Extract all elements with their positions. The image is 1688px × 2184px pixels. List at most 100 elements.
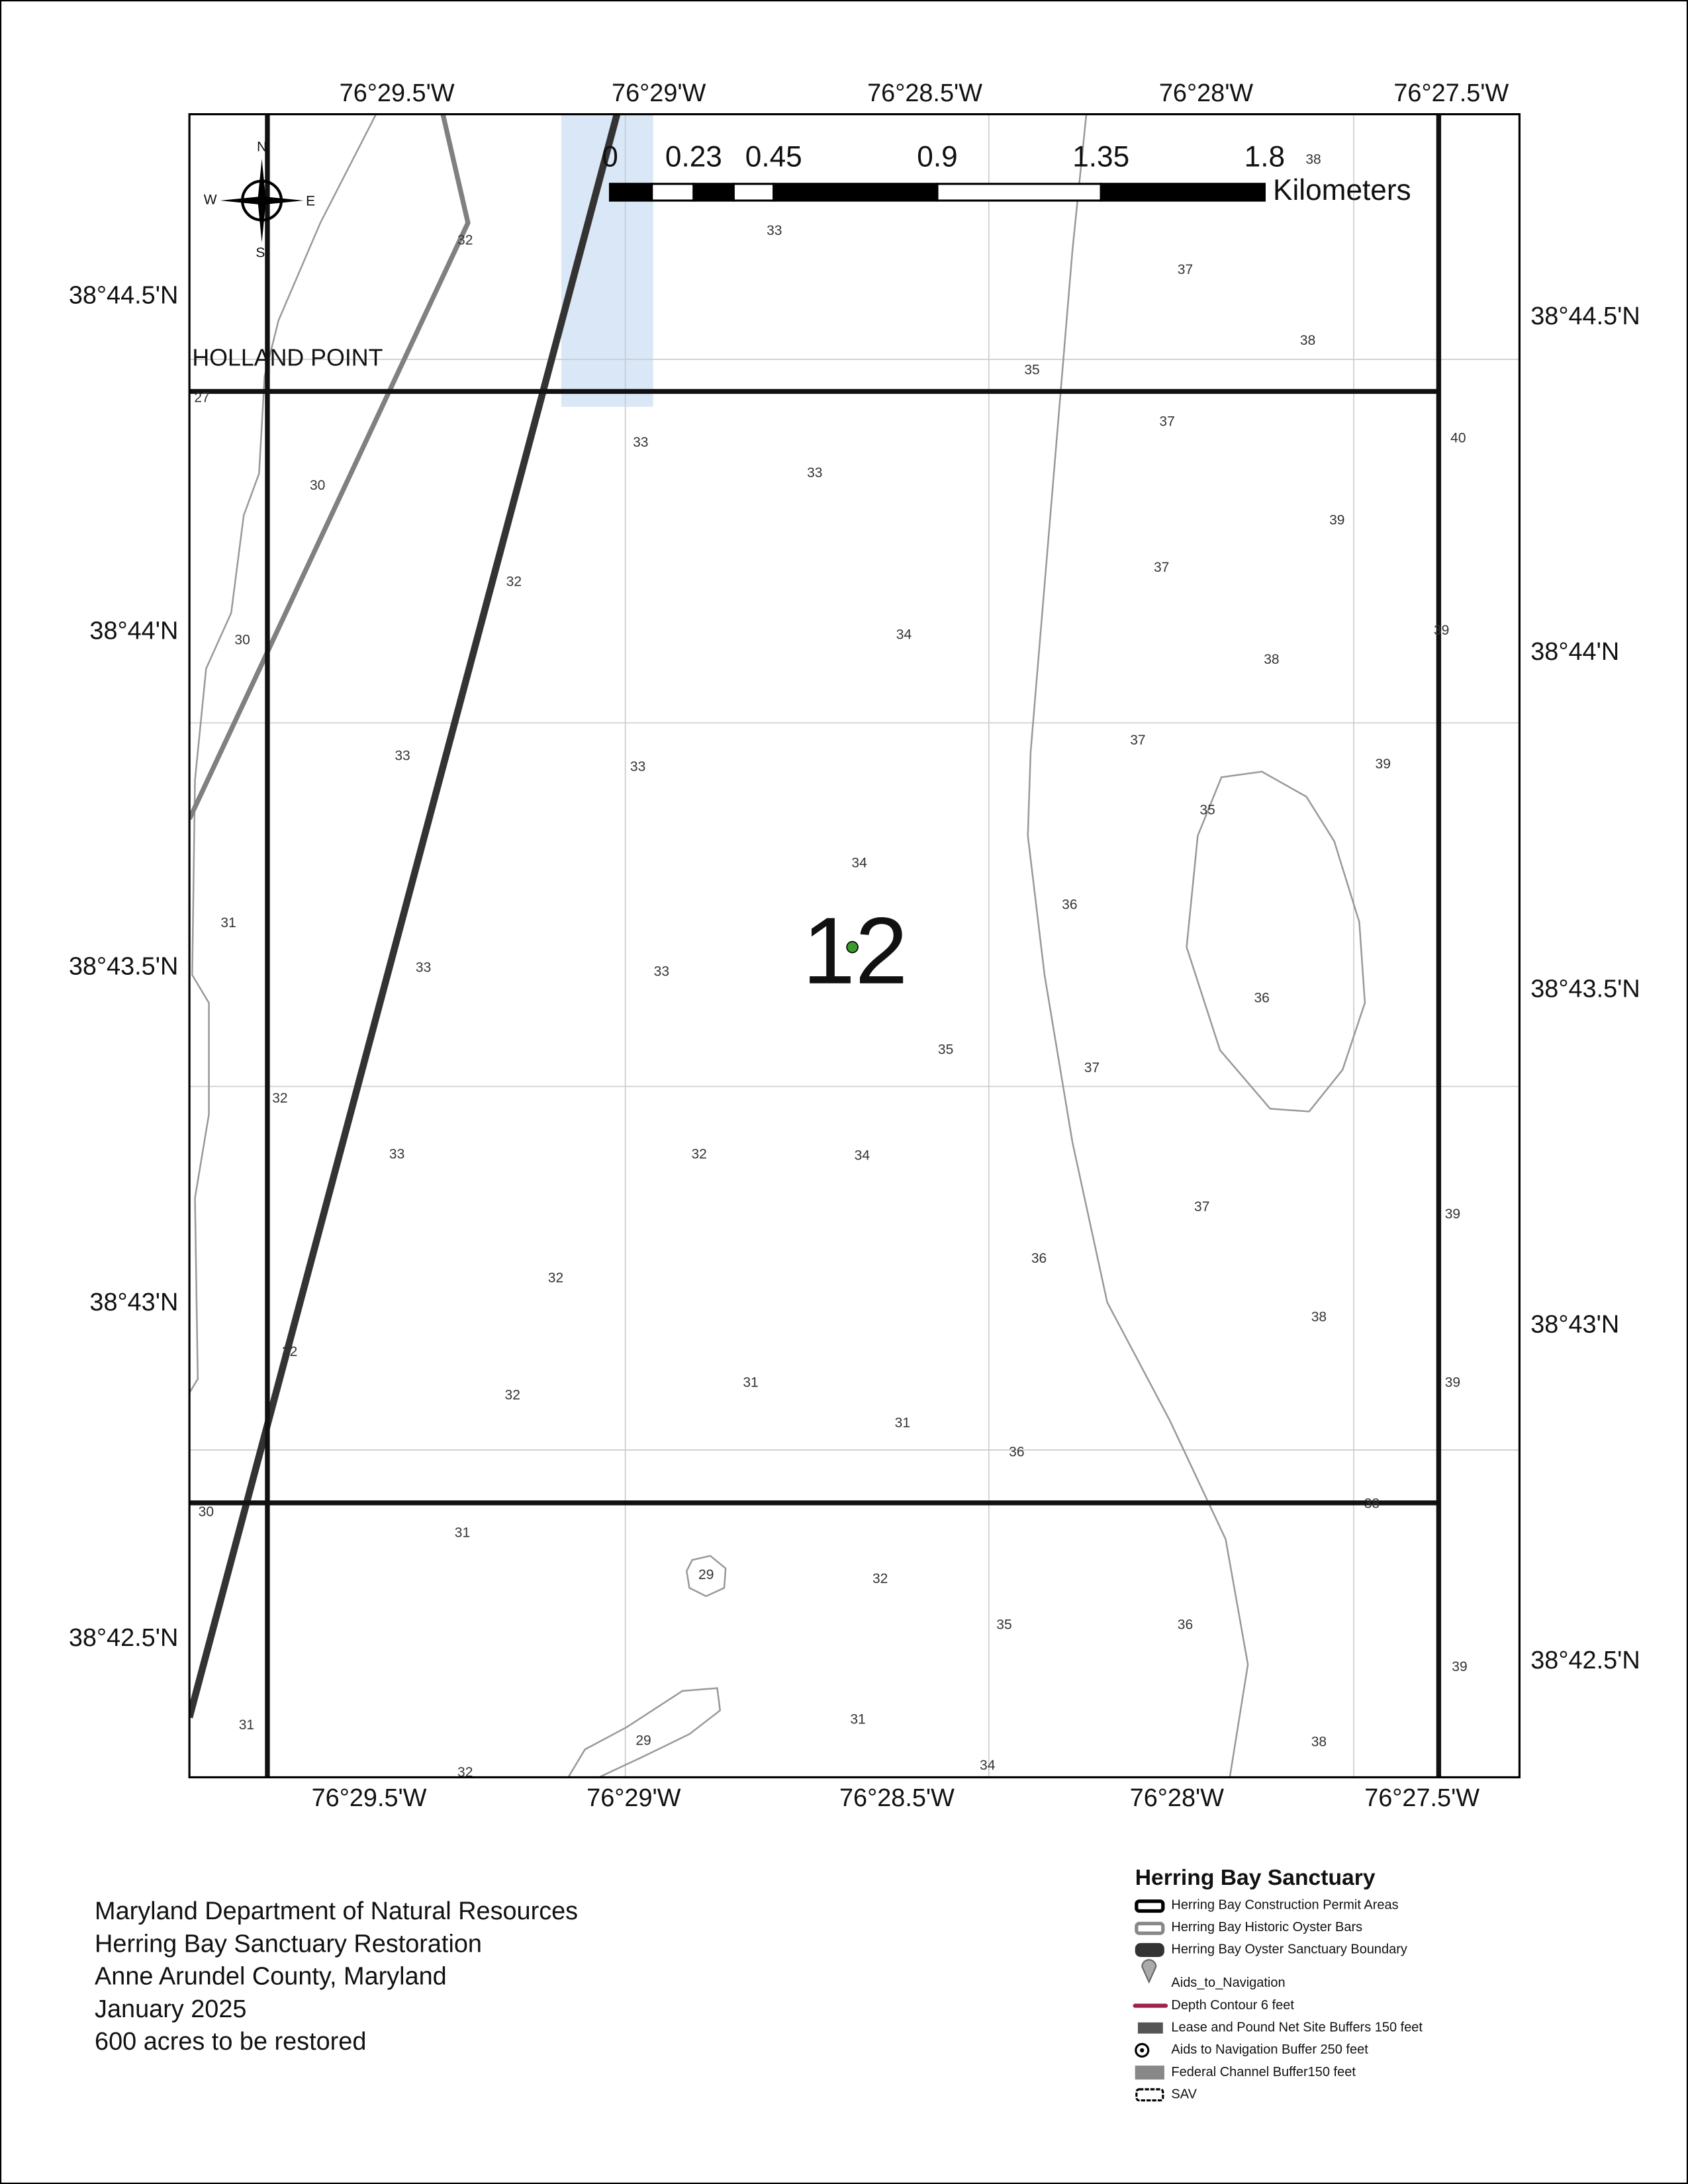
place-label: HOLLAND POINT (192, 344, 383, 371)
compass-letter: S (256, 246, 265, 261)
depth-sounding: 32 (282, 1344, 297, 1359)
legend-swatch (1135, 1921, 1165, 1935)
footer-line: Anne Arundel County, Maryland (95, 1963, 447, 1991)
depth-sounding: 30 (199, 1504, 214, 1520)
scale-label: 1.8 (1244, 141, 1285, 173)
depth-sounding: 33 (633, 435, 648, 450)
lon-label: 76°27.5'W (1364, 1784, 1479, 1812)
legend-swatch (1135, 1899, 1165, 1913)
depth-sounding: 29 (635, 1733, 651, 1748)
legend-label: Herring Bay Historic Oyster Bars (1171, 1920, 1362, 1934)
lon-label: 76°28.5'W (839, 1784, 955, 1812)
site-label: 12 (802, 898, 908, 1004)
depth-sounding: 31 (743, 1375, 758, 1390)
scale-segment (936, 183, 1102, 202)
depth-contours (189, 114, 1366, 1778)
depth-sounding: 29 (698, 1567, 714, 1582)
compass-letter: N (257, 140, 267, 155)
compass-letter: W (204, 193, 217, 208)
depth-sounding: 35 (938, 1042, 953, 1057)
depth-sounding: 32 (505, 1387, 520, 1402)
footer-line: 600 acres to be restored (95, 2028, 366, 2056)
depth-sounding: 27 (194, 390, 209, 405)
lat-label: 38°44'N (1530, 638, 1619, 666)
depth-sounding: 36 (1254, 991, 1269, 1006)
depth-sounding: 38 (1300, 333, 1315, 348)
depth-sounding: 36 (1009, 1445, 1024, 1460)
depth-sounding: 36 (1062, 897, 1077, 913)
lon-label: 76°28'W (1159, 79, 1254, 107)
lon-label: 76°28'W (1130, 1784, 1225, 1812)
scale-label: 1.35 (1072, 141, 1129, 173)
depth-sounding: 33 (654, 964, 669, 979)
depth-sounding: 34 (896, 627, 912, 642)
depth-sounding: 35 (1024, 362, 1039, 377)
depth-sounding: 31 (220, 915, 236, 931)
depth-sounding: 33 (630, 759, 645, 774)
depth-sounding: 35 (1199, 802, 1215, 817)
depth-sounding: 32 (548, 1271, 563, 1286)
depth-sounding: 36 (1178, 1617, 1193, 1633)
legend-swatch (1135, 2088, 1164, 2102)
lat-label: 38°43'N (89, 1289, 178, 1316)
depth-sounding: 31 (455, 1525, 470, 1541)
depth-sounding: 31 (239, 1717, 254, 1733)
legend-label: Aids to Navigation Buffer 250 feet (1171, 2042, 1368, 2057)
depth-sounding: 33 (416, 960, 431, 975)
scale-segment (732, 183, 775, 202)
depth-sounding: 37 (1178, 262, 1193, 277)
scale-segment (608, 183, 653, 202)
depth-sounding: 38 (1305, 152, 1321, 167)
depth-sounding: 32 (872, 1571, 888, 1586)
lat-label: 38°44.5'N (69, 281, 178, 309)
depth-sounding: 34 (851, 855, 867, 870)
depth-sounding: 32 (272, 1091, 287, 1106)
legend-label: Federal Channel Buffer150 feet (1171, 2065, 1356, 2079)
depth-sounding: 37 (1130, 733, 1145, 748)
legend-label: SAV (1171, 2087, 1197, 2102)
depth-sounding: 37 (1154, 560, 1169, 575)
lat-label: 38°43.5'N (69, 953, 178, 981)
depth-sounding: 38 (1311, 1734, 1327, 1749)
lon-label: 76°28.5'W (867, 79, 982, 107)
lat-label: 38°44'N (89, 617, 178, 645)
legend-label: Herring Bay Construction Permit Areas (1171, 1897, 1398, 1912)
lon-label: 76°29.5'W (340, 79, 455, 107)
lat-label: 38°43'N (1530, 1311, 1619, 1339)
map-body: 33 32 37 38 38 35 27 37 40 33 33 30 39 37 32 34 30 39 38 37… (189, 114, 1520, 1778)
depth-sounding: 40 (1450, 431, 1466, 446)
compass (220, 158, 304, 243)
legend-title: Herring Bay Sanctuary (1135, 1866, 1376, 1890)
lat-label: 38°43.5'N (1530, 975, 1640, 1003)
footer-line: Herring Bay Sanctuary Restoration (95, 1930, 482, 1958)
legend-swatch (1135, 1942, 1164, 1957)
depth-sounding: 33 (807, 465, 822, 480)
scale-label: 0.23 (665, 141, 722, 173)
depth-sounding: 37 (1194, 1199, 1209, 1214)
lon-label: 76°27.5'W (1393, 79, 1509, 107)
scale-label: 0 (602, 141, 618, 173)
lon-label: 76°29.5'W (312, 1784, 427, 1812)
legend-swatch (1135, 2066, 1164, 2080)
depth-sounding: 31 (895, 1415, 910, 1430)
depth-sounding: 38 (1364, 1496, 1380, 1512)
scale-segment (1100, 183, 1266, 202)
depth-sounding: 34 (980, 1758, 996, 1773)
scale-segment (773, 183, 939, 202)
depth-sounding: 39 (1445, 1206, 1460, 1222)
sanctuary-boundary (189, 114, 621, 1719)
scale-unit: Kilometers (1273, 174, 1411, 206)
footer-line: January 2025 (95, 1995, 246, 2023)
lat-label: 38°44.5'N (1530, 302, 1640, 330)
scale-label: 0.45 (745, 141, 802, 173)
legend-label: Lease and Pound Net Site Buffers 150 fee… (1171, 2021, 1423, 2035)
lon-label: 76°29'W (612, 79, 706, 107)
soundings: 33 32 37 38 38 35 27 37 40 33 33 30 39 37 32 34 30 39 38 37… (194, 152, 1467, 1778)
depth-sounding: 37 (1084, 1060, 1100, 1075)
depth-sounding: 36 (1031, 1251, 1047, 1266)
depth-sounding: 33 (767, 223, 782, 238)
depth-sounding: 33 (395, 748, 410, 763)
legend-label: Depth Contour 6 feet (1171, 1998, 1294, 2013)
